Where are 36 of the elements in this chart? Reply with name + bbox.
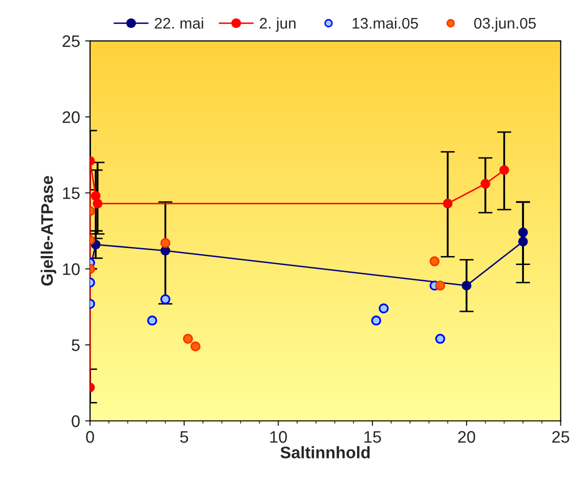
point [435,280,446,291]
y-tick-label: 10 [63,263,80,276]
point [462,280,472,290]
point [518,236,528,246]
point [147,316,158,326]
point [442,198,453,208]
y-tick-label: 5 [72,339,80,352]
y-axis-title: Gjelle-ATPase [40,176,56,286]
point [480,178,490,189]
point [435,334,446,344]
y-tick-label: 25 [62,35,80,48]
x-tick-label: 0 [86,431,94,443]
point [90,191,101,201]
point [518,228,528,238]
point [182,334,193,344]
legend-label: 13.mai.05 [352,17,418,29]
x-tick-label: 25 [552,431,570,443]
legend-label: 03.jun.05 [474,17,536,32]
y-tick-label: 15 [63,187,80,200]
y-tick-label: 0 [72,415,80,428]
x-tick-label: 20 [458,431,476,443]
point [160,238,170,248]
x-tick-label: 10 [270,431,287,443]
point [190,341,200,352]
point [378,303,389,314]
legend-label: 22. mai [154,17,204,29]
point [430,256,440,266]
legend-label: 2. jun [260,17,296,32]
x-axis-title: Saltinnhold [280,446,370,458]
point [499,165,510,175]
y-tick-label: 20 [62,111,80,124]
x-tick-label: 15 [364,431,381,443]
point [160,294,170,304]
point [92,198,102,208]
point [371,316,382,326]
x-tick-label: 5 [180,431,188,443]
